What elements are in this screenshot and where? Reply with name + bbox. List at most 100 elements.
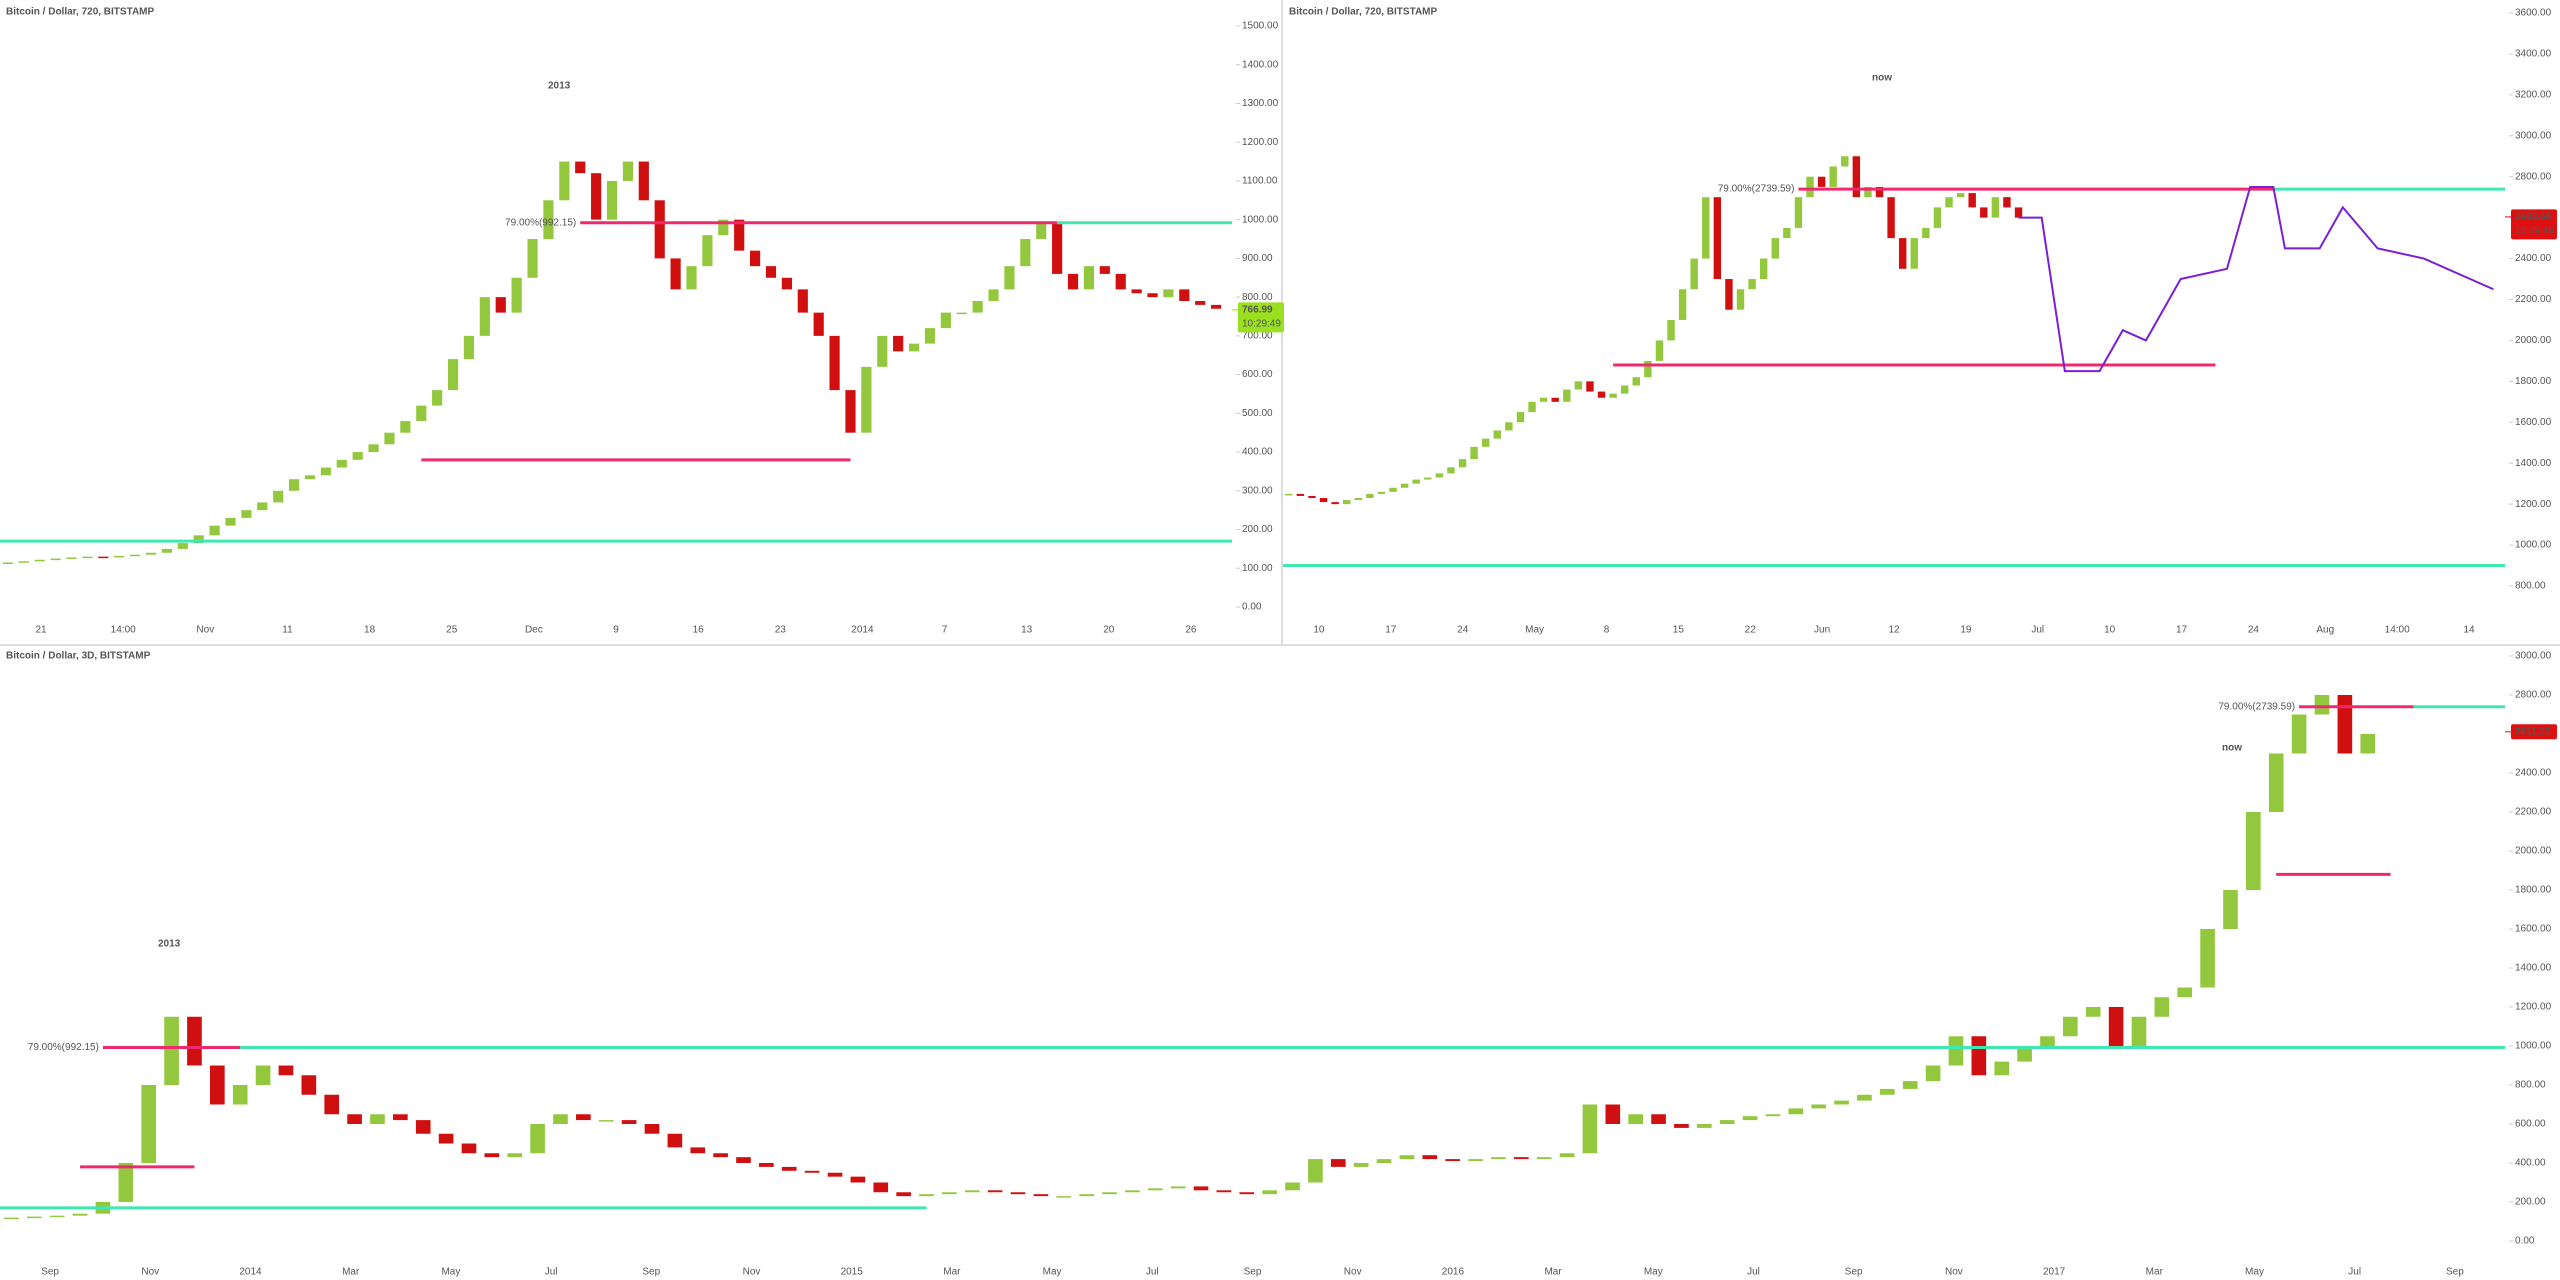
candle — [1582, 1104, 1598, 1154]
candle — [606, 180, 618, 220]
candle — [98, 556, 109, 559]
candle — [877, 335, 888, 367]
candle — [1910, 238, 1918, 269]
y-tick-label: 600.00 — [2515, 1119, 2546, 1130]
y-tick-label: 1400.00 — [2515, 458, 2552, 469]
candle — [130, 554, 141, 557]
candle — [193, 535, 204, 544]
candle — [82, 556, 93, 559]
candle — [1330, 1159, 1346, 1167]
candle — [1505, 422, 1513, 431]
candle — [1470, 446, 1478, 460]
candle — [507, 1153, 523, 1158]
candle — [1620, 385, 1629, 394]
candle — [1447, 467, 1455, 474]
candle — [301, 1075, 317, 1095]
candle — [1262, 1190, 1277, 1195]
y-tick-label: 1400.00 — [2515, 963, 2552, 974]
y-tick-label: 200.00 — [1242, 524, 1273, 535]
x-tick-label: 13 — [1021, 625, 1033, 636]
candle — [164, 1016, 179, 1085]
candle — [1748, 279, 1756, 290]
candle — [2003, 197, 2011, 208]
candle — [114, 555, 125, 558]
candle — [393, 1114, 408, 1121]
y-tick-label: 0.00 — [1242, 602, 1262, 613]
y-tick-label: 3200.00 — [2515, 89, 2552, 100]
candle — [1125, 1190, 1140, 1193]
candle — [352, 452, 363, 460]
y-tick-label: 2800.00 — [2515, 171, 2552, 182]
candle — [1788, 1108, 1804, 1115]
y-tick-label: 1300.00 — [1242, 98, 1279, 109]
x-tick-label: Nov — [1945, 1267, 1963, 1278]
x-tick-label: Jul — [1146, 1267, 1159, 1278]
candle — [1713, 197, 1722, 280]
candle — [598, 1120, 614, 1122]
level-label: 79.00%(992.15) — [28, 1042, 99, 1053]
candle — [432, 390, 443, 406]
candle — [1925, 1065, 1941, 1082]
candle — [2, 562, 14, 564]
y-tick-label: 0.00 — [2515, 1236, 2535, 1247]
candle — [66, 557, 77, 559]
y-tick-label: 1100.00 — [1242, 176, 1278, 187]
x-tick-label: Sep — [2446, 1267, 2464, 1278]
candle — [638, 161, 649, 201]
x-tick-label: 24 — [1457, 625, 1469, 636]
candle — [1491, 1157, 1506, 1160]
candle — [1163, 289, 1174, 298]
candle — [1513, 1157, 1529, 1160]
candle — [320, 467, 331, 476]
candle — [1036, 223, 1047, 240]
candle — [438, 1133, 454, 1144]
candle — [118, 1163, 134, 1202]
candle — [463, 335, 475, 360]
candle — [1539, 397, 1548, 402]
candle — [289, 479, 300, 491]
candle — [1516, 412, 1525, 423]
candle — [1308, 1159, 1323, 1183]
candle — [1331, 502, 1339, 505]
candle — [370, 1114, 385, 1124]
candle — [1651, 1114, 1666, 1124]
x-tick-label: Aug — [2316, 625, 2334, 636]
x-tick-label: 19 — [1960, 625, 1972, 636]
y-tick-label: 2200.00 — [2515, 294, 2552, 305]
last-price: 2603.68 — [2515, 212, 2552, 223]
y-tick-label: 3400.00 — [2515, 49, 2552, 60]
candle — [1771, 238, 1779, 259]
candle — [942, 1192, 957, 1195]
candle — [1285, 1182, 1300, 1191]
candle — [336, 459, 347, 468]
candle — [924, 328, 936, 344]
candle — [187, 1016, 202, 1066]
y-tick-label: 800.00 — [2515, 1080, 2546, 1091]
y-tick-label: 1200.00 — [1242, 137, 1279, 148]
x-tick-label: 9 — [613, 625, 619, 636]
candle — [591, 173, 602, 220]
candle — [2360, 734, 2376, 754]
candle — [690, 1147, 706, 1154]
x-tick-label: May — [2245, 1267, 2264, 1278]
candle — [1179, 289, 1190, 302]
x-tick-label: 22 — [1745, 625, 1757, 636]
candle — [34, 559, 45, 562]
x-tick-label: Jul — [2348, 1267, 2361, 1278]
x-tick-label: 11 — [282, 625, 293, 636]
candle — [1536, 1157, 1552, 1160]
price-tag — [2511, 724, 2557, 740]
price-tag — [2511, 209, 2557, 240]
x-tick-label: 2016 — [1442, 1267, 1465, 1278]
chart-title: Bitcoin / Dollar, 3D, BITSTAMP — [6, 651, 151, 662]
candle — [1678, 289, 1687, 320]
y-tick-label: 2200.00 — [2515, 807, 2552, 818]
candle — [304, 475, 316, 480]
candle — [1342, 500, 1351, 505]
x-tick-label: Jul — [1747, 1267, 1760, 1278]
candle — [50, 558, 61, 561]
y-tick-label: 3000.00 — [2515, 130, 2552, 141]
candle — [1898, 238, 1907, 269]
candle — [1559, 1153, 1575, 1158]
y-tick-label: 1800.00 — [2515, 885, 2552, 896]
